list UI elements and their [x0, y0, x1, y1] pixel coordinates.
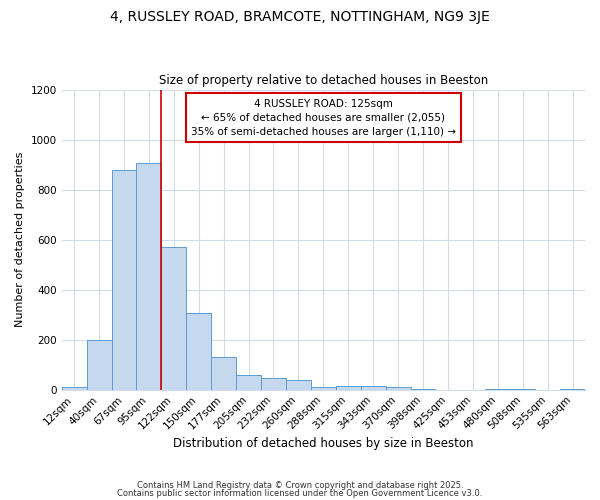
Bar	[136, 164, 161, 390]
Bar	[361, 386, 386, 390]
Bar	[161, 247, 186, 390]
Text: 4 RUSSLEY ROAD: 125sqm
← 65% of detached houses are smaller (2,055)
35% of semi-: 4 RUSSLEY ROAD: 125sqm ← 65% of detached…	[191, 98, 456, 136]
Bar	[336, 386, 361, 390]
Bar	[311, 386, 336, 390]
Title: Size of property relative to detached houses in Beeston: Size of property relative to detached ho…	[159, 74, 488, 87]
Bar	[186, 314, 211, 390]
Bar	[410, 389, 436, 390]
X-axis label: Distribution of detached houses by size in Beeston: Distribution of detached houses by size …	[173, 437, 473, 450]
Text: 4, RUSSLEY ROAD, BRAMCOTE, NOTTINGHAM, NG9 3JE: 4, RUSSLEY ROAD, BRAMCOTE, NOTTINGHAM, N…	[110, 10, 490, 24]
Y-axis label: Number of detached properties: Number of detached properties	[15, 152, 25, 328]
Bar	[86, 340, 112, 390]
Bar	[560, 389, 585, 390]
Bar	[211, 357, 236, 390]
Text: Contains HM Land Registry data © Crown copyright and database right 2025.: Contains HM Land Registry data © Crown c…	[137, 481, 463, 490]
Bar	[286, 380, 311, 390]
Bar	[261, 378, 286, 390]
Bar	[510, 389, 535, 390]
Text: Contains public sector information licensed under the Open Government Licence v3: Contains public sector information licen…	[118, 488, 482, 498]
Bar	[112, 170, 136, 390]
Bar	[485, 389, 510, 390]
Bar	[236, 374, 261, 390]
Bar	[386, 387, 410, 390]
Bar	[62, 387, 86, 390]
